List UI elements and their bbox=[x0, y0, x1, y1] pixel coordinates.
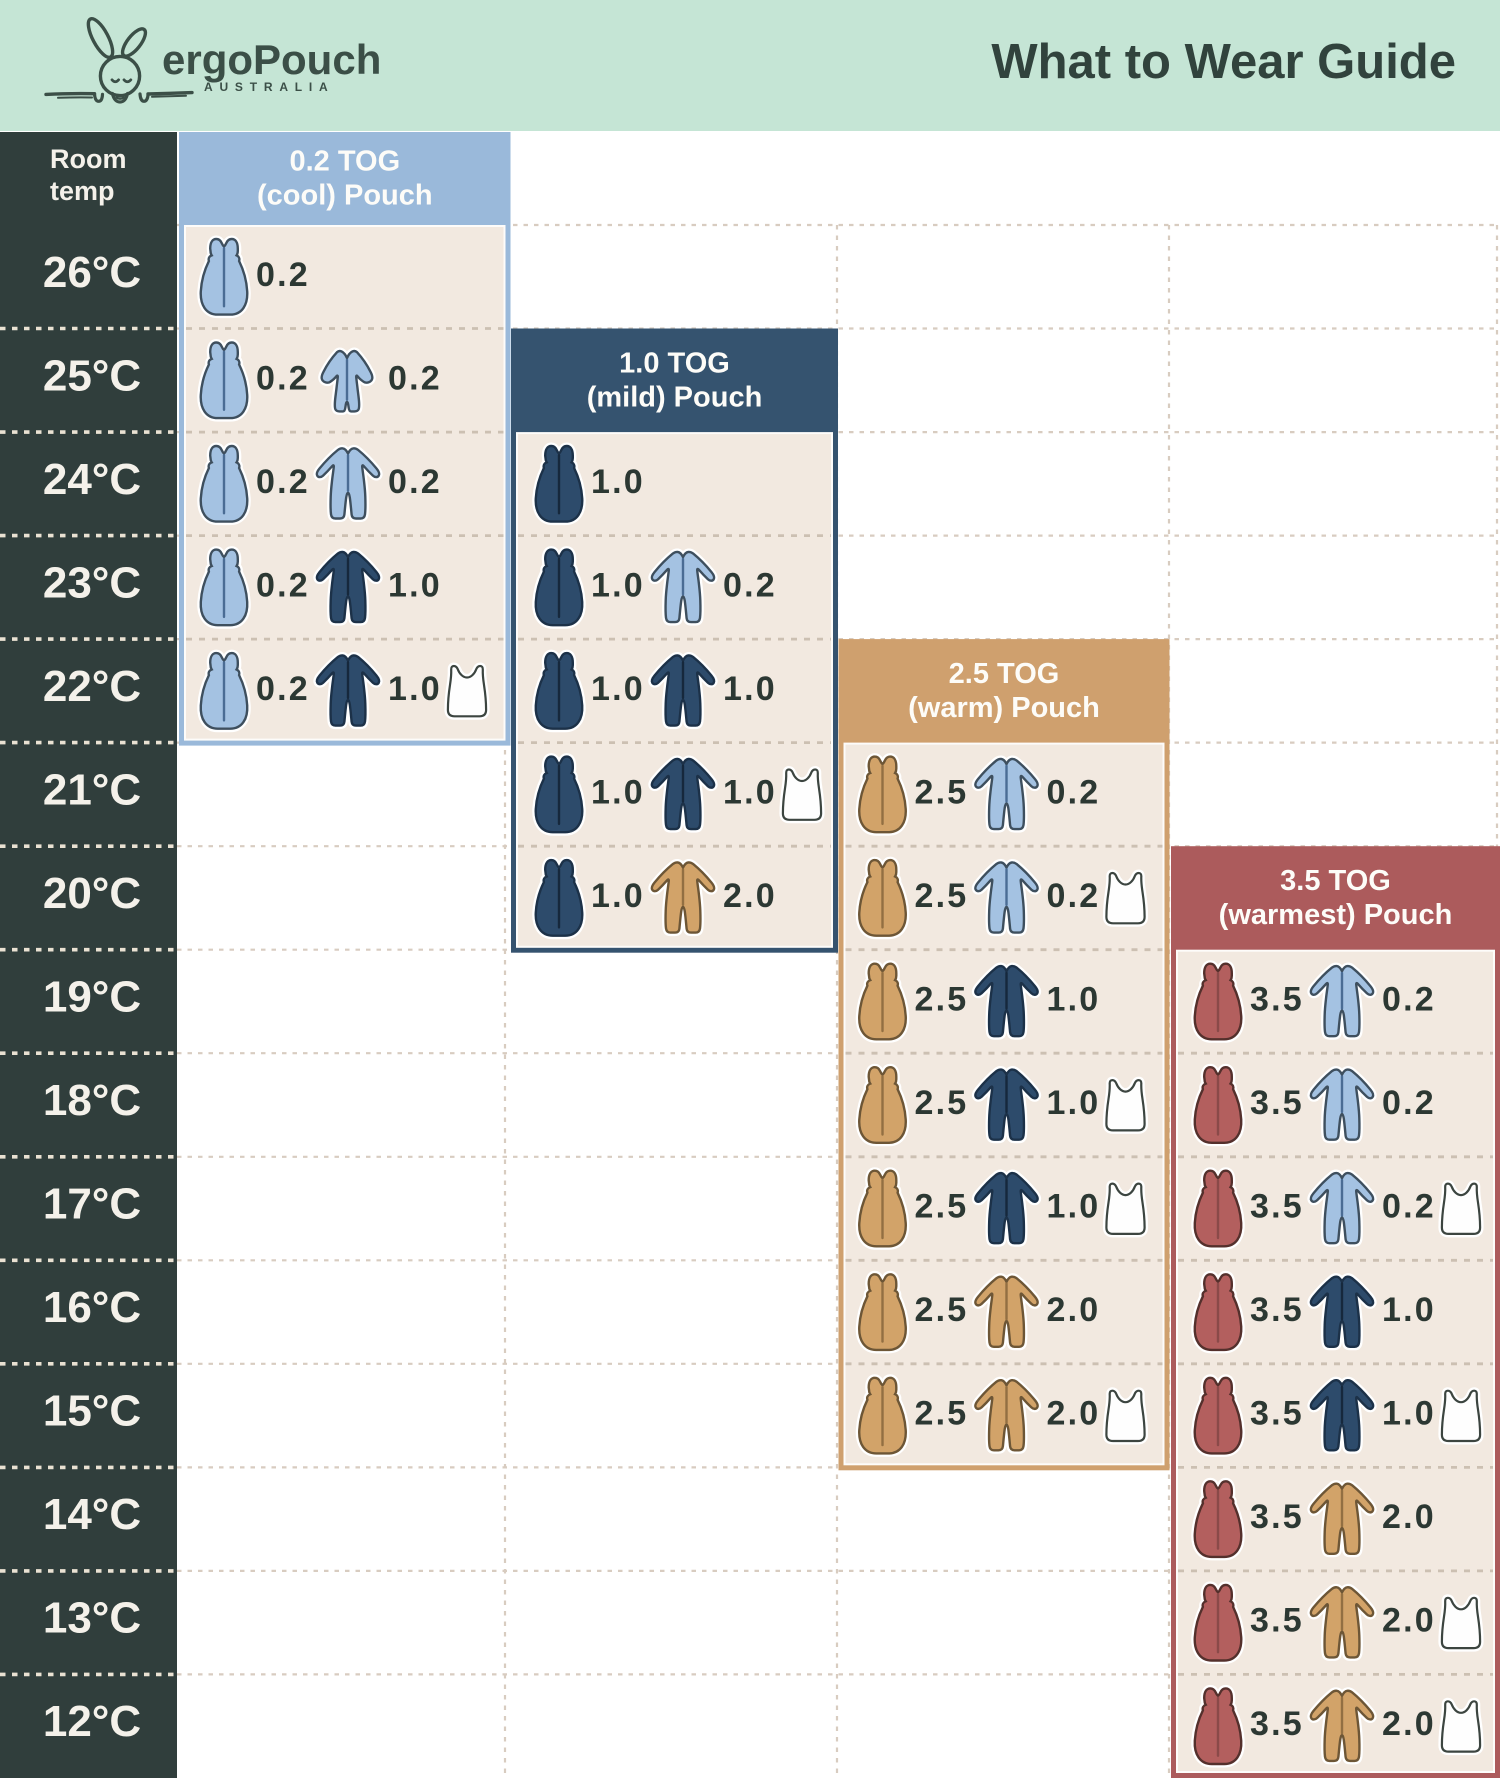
svg-text:3.5: 3.5 bbox=[1250, 1602, 1304, 1640]
svg-text:0.2: 0.2 bbox=[256, 566, 310, 604]
svg-text:What to Wear Guide: What to Wear Guide bbox=[991, 35, 1456, 89]
svg-text:2.5: 2.5 bbox=[915, 773, 969, 811]
svg-text:1.0: 1.0 bbox=[388, 566, 442, 604]
svg-text:0.2: 0.2 bbox=[256, 463, 310, 501]
svg-text:1.0: 1.0 bbox=[723, 773, 777, 811]
svg-text:0.2: 0.2 bbox=[256, 359, 310, 397]
svg-text:0.2: 0.2 bbox=[1047, 877, 1101, 915]
svg-text:1.0: 1.0 bbox=[591, 463, 645, 501]
svg-text:2.5: 2.5 bbox=[915, 981, 969, 1019]
svg-text:1.0 TOG: 1.0 TOG bbox=[619, 347, 730, 379]
svg-text:2.5: 2.5 bbox=[915, 877, 969, 915]
svg-text:15°C: 15°C bbox=[43, 1387, 141, 1436]
svg-text:21°C: 21°C bbox=[43, 765, 141, 814]
svg-text:0.2: 0.2 bbox=[256, 256, 310, 294]
svg-text:2.5: 2.5 bbox=[915, 1188, 969, 1226]
svg-text:1.0: 1.0 bbox=[1047, 1084, 1101, 1122]
svg-text:2.5 TOG: 2.5 TOG bbox=[949, 658, 1060, 690]
svg-text:0.2: 0.2 bbox=[388, 463, 442, 501]
svg-text:0.2: 0.2 bbox=[1382, 1084, 1436, 1122]
svg-text:2.0: 2.0 bbox=[723, 877, 777, 915]
svg-text:17°C: 17°C bbox=[43, 1180, 141, 1229]
svg-text:1.0: 1.0 bbox=[591, 877, 645, 915]
svg-text:3.5: 3.5 bbox=[1250, 1084, 1304, 1122]
svg-text:ergoPouch: ergoPouch bbox=[162, 36, 381, 83]
svg-text:0.2: 0.2 bbox=[723, 566, 777, 604]
svg-text:19°C: 19°C bbox=[43, 973, 141, 1022]
svg-text:(warmest) Pouch: (warmest) Pouch bbox=[1219, 899, 1453, 931]
svg-text:20°C: 20°C bbox=[43, 869, 141, 918]
svg-text:18°C: 18°C bbox=[43, 1076, 141, 1125]
svg-text:14°C: 14°C bbox=[43, 1490, 141, 1539]
svg-text:1.0: 1.0 bbox=[388, 670, 442, 708]
svg-text:1.0: 1.0 bbox=[1047, 981, 1101, 1019]
svg-text:1.0: 1.0 bbox=[1382, 1395, 1436, 1433]
svg-text:12°C: 12°C bbox=[43, 1697, 141, 1746]
svg-text:1.0: 1.0 bbox=[591, 670, 645, 708]
svg-text:13°C: 13°C bbox=[43, 1594, 141, 1643]
svg-text:23°C: 23°C bbox=[43, 558, 141, 607]
svg-text:2.0: 2.0 bbox=[1047, 1395, 1101, 1433]
svg-text:2.5: 2.5 bbox=[915, 1395, 969, 1433]
svg-text:2.0: 2.0 bbox=[1382, 1498, 1436, 1536]
svg-text:2.5: 2.5 bbox=[915, 1291, 969, 1329]
svg-text:25°C: 25°C bbox=[43, 351, 141, 400]
svg-text:0.2: 0.2 bbox=[1047, 773, 1101, 811]
svg-text:(cool) Pouch: (cool) Pouch bbox=[257, 180, 433, 212]
svg-text:22°C: 22°C bbox=[43, 662, 141, 711]
svg-text:1.0: 1.0 bbox=[1382, 1291, 1436, 1329]
svg-text:1.0: 1.0 bbox=[591, 773, 645, 811]
svg-text:Room: Room bbox=[50, 144, 127, 174]
svg-text:3.5: 3.5 bbox=[1250, 1498, 1304, 1536]
svg-text:0.2: 0.2 bbox=[1382, 1188, 1436, 1226]
svg-text:2.0: 2.0 bbox=[1047, 1291, 1101, 1329]
svg-text:3.5 TOG: 3.5 TOG bbox=[1280, 865, 1391, 897]
svg-text:3.5: 3.5 bbox=[1250, 1291, 1304, 1329]
svg-text:1.0: 1.0 bbox=[723, 670, 777, 708]
svg-text:2.5: 2.5 bbox=[915, 1084, 969, 1122]
svg-text:AUSTRALIA: AUSTRALIA bbox=[204, 80, 335, 94]
svg-text:1.0: 1.0 bbox=[591, 566, 645, 604]
svg-text:2.0: 2.0 bbox=[1382, 1602, 1436, 1640]
svg-text:3.5: 3.5 bbox=[1250, 981, 1304, 1019]
svg-text:0.2: 0.2 bbox=[1382, 981, 1436, 1019]
svg-text:3.5: 3.5 bbox=[1250, 1705, 1304, 1743]
svg-text:0.2: 0.2 bbox=[388, 359, 442, 397]
svg-text:3.5: 3.5 bbox=[1250, 1395, 1304, 1433]
svg-text:16°C: 16°C bbox=[43, 1283, 141, 1332]
svg-text:1.0: 1.0 bbox=[1047, 1188, 1101, 1226]
svg-text:temp: temp bbox=[50, 176, 115, 206]
svg-text:0.2 TOG: 0.2 TOG bbox=[289, 146, 400, 178]
svg-text:24°C: 24°C bbox=[43, 455, 141, 504]
svg-text:(warm) Pouch: (warm) Pouch bbox=[908, 692, 1100, 724]
svg-text:26°C: 26°C bbox=[43, 248, 141, 297]
svg-text:(mild) Pouch: (mild) Pouch bbox=[587, 381, 763, 413]
svg-text:0.2: 0.2 bbox=[256, 670, 310, 708]
svg-text:3.5: 3.5 bbox=[1250, 1188, 1304, 1226]
svg-text:2.0: 2.0 bbox=[1382, 1705, 1436, 1743]
